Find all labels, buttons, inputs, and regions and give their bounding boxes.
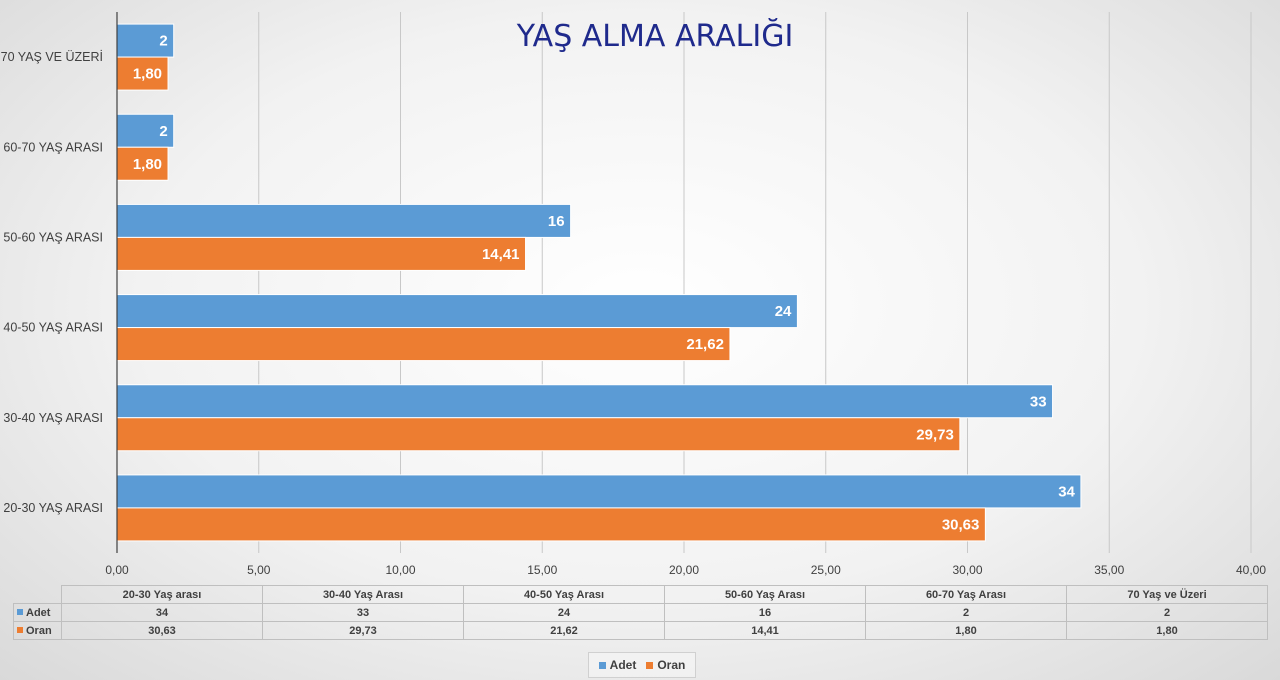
category-label: 30-40 YAŞ ARASI [3, 411, 103, 425]
data-label: 30,63 [942, 516, 980, 533]
data-label: 1,80 [133, 66, 162, 83]
bar-oran [116, 507, 986, 542]
bar-data-labels: 34 30,63 33 29,73 24 21,62 16 14,41 2 1,80 2 1,80 [133, 33, 1076, 534]
data-table: 20-30 Yaş arası 30-40 Yaş Arası 40-50 Ya… [13, 585, 1268, 640]
data-table-row-adet: Adet 34 33 24 16 2 2 [13, 603, 1268, 622]
bar-adet [116, 23, 175, 58]
data-label: 29,73 [916, 426, 954, 443]
data-table-cell: 14,41 [664, 621, 866, 640]
data-table-cell: 21,62 [463, 621, 665, 640]
data-table-column-header: 70 Yaş ve Üzeri [1066, 585, 1268, 604]
bar-oran [116, 56, 169, 91]
x-tick-label: 40,00 [1236, 563, 1266, 577]
category-label: 40-50 YAŞ ARASI [3, 321, 103, 335]
data-table-cell: 1,80 [1066, 621, 1268, 640]
data-label: 33 [1030, 393, 1047, 410]
data-table-cell: 24 [463, 603, 665, 622]
data-table-cell: 30,63 [61, 621, 263, 640]
bar-adet [116, 474, 1082, 509]
legend-item-oran: Oran [646, 658, 685, 672]
data-label: 1,80 [133, 156, 162, 173]
category-label: 20-30 YAŞ ARASI [3, 501, 103, 515]
data-table-cell: 33 [262, 603, 464, 622]
data-table-series-label: Adet [13, 603, 62, 622]
data-label: 2 [159, 33, 167, 50]
data-table-cell: 34 [61, 603, 263, 622]
bar-oran [116, 417, 961, 452]
oran-swatch-icon [17, 626, 23, 633]
data-label: 2 [159, 123, 167, 140]
category-label: 70 YAŞ VE ÜZERİ [1, 50, 103, 64]
data-label: 21,62 [686, 336, 724, 353]
category-label: 50-60 YAŞ ARASI [3, 230, 103, 244]
bar-chart: 34 30,63 33 29,73 24 21,62 16 14,41 2 1,80 2 1,80 2… [1, 12, 1266, 577]
x-tick-label: 15,00 [527, 563, 557, 577]
bar-oran [116, 236, 527, 271]
x-tick-label: 20,00 [669, 563, 699, 577]
data-table-row-oran: Oran 30,63 29,73 21,62 14,41 1,80 1,80 [13, 621, 1268, 640]
x-tick-label: 35,00 [1094, 563, 1124, 577]
data-label: 16 [548, 213, 565, 230]
gridlines [258, 12, 1252, 553]
chart-title: YAŞ ALMA ARALIĞI [516, 17, 794, 54]
series-name: Oran [26, 624, 52, 637]
series-name: Adet [26, 606, 51, 619]
data-table-column-header: 30-40 Yaş Arası [262, 585, 464, 604]
data-table-series-label: Oran [13, 621, 62, 640]
data-label: 14,41 [482, 246, 520, 263]
data-table-cell: 2 [865, 603, 1067, 622]
data-table-column-header: 40-50 Yaş Arası [463, 585, 665, 604]
data-table-cell: 16 [664, 603, 866, 622]
x-tick-label: 30,00 [952, 563, 982, 577]
legend-label: Adet [609, 658, 637, 672]
x-tick-label: 10,00 [385, 563, 415, 577]
data-label: 34 [1058, 483, 1075, 500]
bar-adet [116, 203, 572, 238]
bar-adet [116, 384, 1054, 419]
bar-oran [116, 146, 169, 181]
x-tick-label: 0,00 [105, 563, 129, 577]
oran-legend-swatch-icon [646, 661, 654, 669]
data-table-cell: 29,73 [262, 621, 464, 640]
category-axis-labels: 20-30 YAŞ ARASI 30-40 YAŞ ARASI 40-50 YAŞ … [1, 50, 103, 515]
legend-item-adet: Adet [598, 658, 637, 672]
data-table-cell: 1,80 [865, 621, 1067, 640]
bars [116, 23, 1082, 542]
bar-adet [116, 294, 798, 329]
data-label: 24 [775, 303, 792, 320]
data-table-column-header: 50-60 Yaş Arası [664, 585, 866, 604]
data-table-corner [14, 586, 62, 604]
data-table-header-row: 20-30 Yaş arası 30-40 Yaş Arası 40-50 Ya… [14, 585, 1268, 604]
category-label: 60-70 YAŞ ARASI [3, 140, 103, 154]
chart-legend: Adet Oran [588, 652, 696, 678]
data-table-column-header: 20-30 Yaş arası [61, 585, 263, 604]
x-tick-label: 25,00 [811, 563, 841, 577]
value-axis-tick-labels: 0,00 5,00 10,00 15,00 20,00 25,00 30,00 35,00 40… [105, 563, 1266, 577]
x-tick-label: 5,00 [247, 563, 271, 577]
data-table-cell: 2 [1066, 603, 1268, 622]
adet-legend-swatch-icon [598, 661, 606, 669]
adet-swatch-icon [17, 608, 23, 615]
bar-oran [116, 327, 731, 362]
data-table-column-header: 60-70 Yaş Arası [865, 585, 1067, 604]
legend-label: Oran [657, 658, 686, 672]
